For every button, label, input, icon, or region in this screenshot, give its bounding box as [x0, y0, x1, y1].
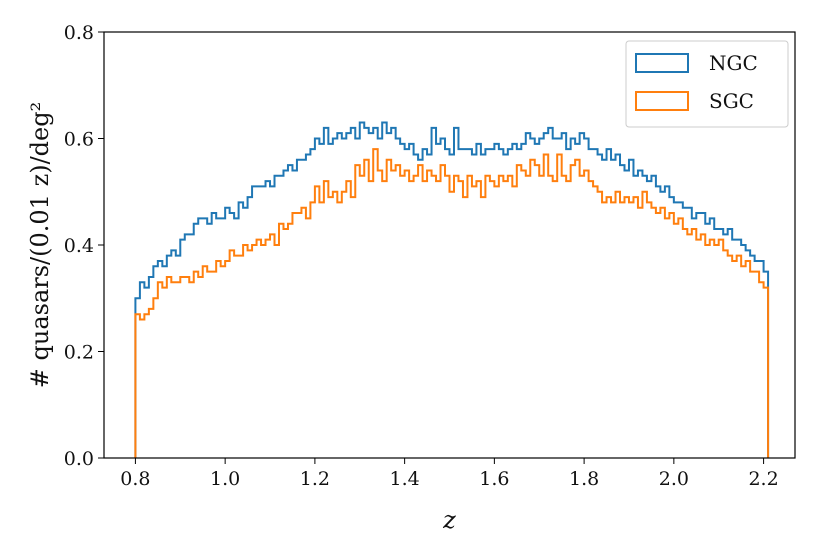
y-axis-label: # quasars/(0.01 z)/deg² [26, 102, 54, 388]
y-tick-label: 0.8 [64, 22, 94, 44]
series-line-sgc [134, 148, 770, 458]
x-tick-label: 0.8 [120, 468, 150, 490]
x-tick-label: 1.8 [569, 468, 599, 490]
x-axis-label: z [442, 506, 456, 534]
series-layer [134, 121, 770, 458]
x-tick-label: 2.0 [659, 468, 689, 490]
series-line-ngc [134, 121, 770, 458]
legend-box [625, 40, 789, 128]
legend-label-ngc: NGC [709, 51, 758, 75]
x-tick-label: 1.2 [300, 468, 330, 490]
x-tick-label: 1.0 [210, 468, 240, 490]
y-axis: 0.0 0.2 0.4 0.6 0.8 [64, 22, 104, 470]
legend: NGC SGC [625, 40, 789, 128]
x-tick-label: 1.6 [479, 468, 509, 490]
x-tick-label: 1.4 [390, 468, 420, 490]
x-tick-label: 2.2 [748, 468, 778, 490]
y-tick-label: 0.4 [64, 235, 94, 257]
legend-swatch-sgc [635, 91, 689, 111]
legend-swatch-ngc [635, 53, 689, 73]
y-tick-label: 0.6 [64, 129, 94, 151]
legend-label-sgc: SGC [709, 89, 754, 113]
y-tick-label: 0.2 [64, 342, 94, 364]
x-axis: 0.8 1.0 1.2 1.4 1.6 1.8 2.0 2.2 [120, 458, 779, 490]
y-tick-label: 0.0 [64, 448, 94, 470]
